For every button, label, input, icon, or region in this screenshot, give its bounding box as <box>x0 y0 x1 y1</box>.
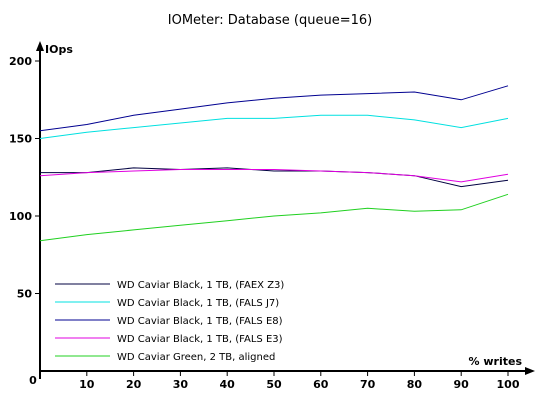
y-tick-label: 50 <box>17 288 33 301</box>
series-line-2 <box>39 114 509 139</box>
legend: WD Caviar Black, 1 TB, (FAEX Z3) WD Cavia… <box>55 280 284 363</box>
series-line-4 <box>39 169 509 183</box>
x-tick-label: 100 <box>497 378 520 391</box>
x-axis-label: % writes <box>469 355 523 368</box>
x-tick-label: 70 <box>360 378 376 391</box>
chart-title: IOMeter: Database (queue=16) <box>168 13 372 28</box>
y-tick-label: 150 <box>9 133 32 146</box>
x-tick-label: 30 <box>173 378 189 391</box>
series-line-3 <box>39 85 509 132</box>
series-line-5 <box>39 193 509 242</box>
legend-label-1: WD Caviar Black, 1 TB, (FAEX Z3) <box>117 280 284 291</box>
series-lines <box>39 85 509 242</box>
x-axis-arrow <box>525 367 535 375</box>
axis-ticks: 10 20 30 40 50 60 70 80 90 100 50 100 150 200 <box>9 55 520 391</box>
legend-label-2: WD Caviar Black, 1 TB, (FALS J7) <box>117 298 279 309</box>
y-tick-label: 200 <box>9 55 32 68</box>
legend-label-5: WD Caviar Green, 2 TB, aligned <box>117 352 275 363</box>
x-tick-label: 40 <box>220 378 236 391</box>
x-tick-label: 10 <box>79 378 95 391</box>
y-axis-label: IOps <box>45 43 73 56</box>
x-tick-label: 50 <box>266 378 282 391</box>
legend-label-3: WD Caviar Black, 1 TB, (FALS E8) <box>117 316 283 327</box>
x-tick-label: 20 <box>126 378 142 391</box>
x-tick-label: 90 <box>454 378 470 391</box>
legend-label-4: WD Caviar Black, 1 TB, (FALS E3) <box>117 334 283 345</box>
series-line-1 <box>40 167 509 188</box>
y-tick-label: 100 <box>9 210 32 223</box>
origin-label: 0 <box>29 374 37 387</box>
y-axis-arrow <box>36 41 44 51</box>
x-tick-label: 60 <box>313 378 329 391</box>
x-tick-label: 80 <box>407 378 423 391</box>
